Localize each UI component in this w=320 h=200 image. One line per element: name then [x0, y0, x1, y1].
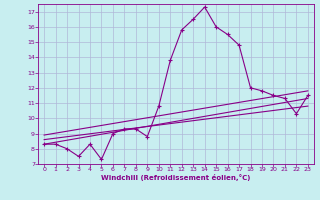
X-axis label: Windchill (Refroidissement éolien,°C): Windchill (Refroidissement éolien,°C) — [101, 174, 251, 181]
